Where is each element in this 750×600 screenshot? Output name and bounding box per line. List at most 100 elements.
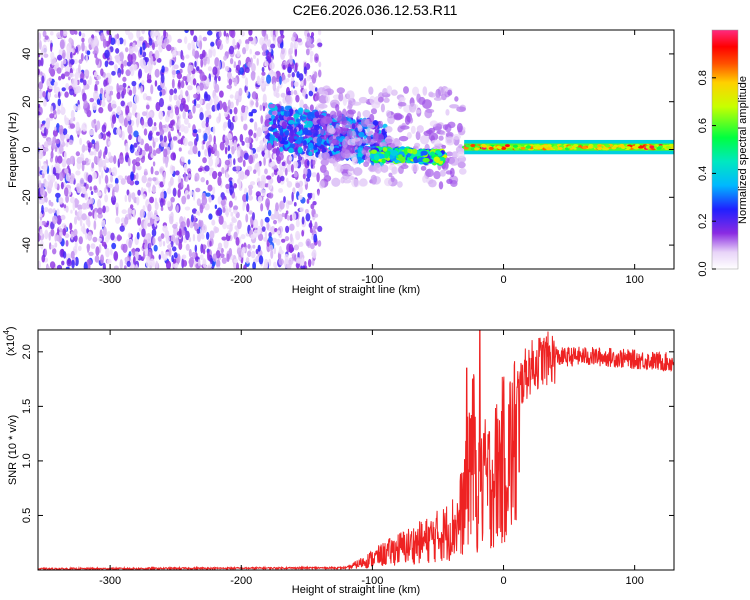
noise-speckle bbox=[116, 82, 120, 93]
noise-speckle bbox=[178, 228, 182, 238]
noise-speckle bbox=[122, 87, 127, 96]
noise-speckle bbox=[255, 248, 259, 255]
halo-speckle bbox=[391, 166, 398, 175]
noise-speckle bbox=[274, 264, 278, 269]
noise-speckle bbox=[220, 247, 224, 254]
noise-speckle bbox=[196, 198, 201, 206]
noise-speckle bbox=[177, 139, 183, 145]
halo-speckle bbox=[382, 87, 388, 96]
noise-speckle bbox=[172, 187, 177, 197]
noise-speckle bbox=[231, 76, 235, 83]
noise-speckle bbox=[57, 98, 62, 107]
scatter-blob bbox=[268, 121, 275, 125]
halo-speckle bbox=[411, 163, 419, 173]
noise-speckle bbox=[38, 81, 43, 90]
noise-speckle bbox=[257, 244, 261, 252]
noise-speckle bbox=[81, 122, 88, 132]
noise-speckle bbox=[126, 260, 131, 268]
noise-speckle bbox=[150, 84, 154, 95]
halo-speckle bbox=[422, 86, 428, 96]
noise-speckle bbox=[51, 139, 56, 150]
noise-speckle bbox=[57, 91, 61, 99]
spectrogram-x-tick-label: -100 bbox=[361, 274, 383, 286]
noise-speckle bbox=[170, 140, 174, 151]
halo-speckle bbox=[399, 96, 406, 102]
scatter-blob bbox=[288, 143, 295, 149]
noise-speckle bbox=[221, 236, 227, 241]
noise-speckle bbox=[86, 243, 91, 251]
noise-speckle bbox=[285, 210, 289, 215]
snr-y-axis-label: SNR (10 * v/v) bbox=[7, 415, 19, 485]
noise-speckle bbox=[187, 122, 191, 129]
halo-speckle bbox=[342, 173, 350, 180]
noise-speckle bbox=[127, 53, 133, 63]
noise-speckle bbox=[310, 243, 315, 250]
noise-speckle bbox=[96, 120, 101, 130]
scatter-blob bbox=[357, 146, 363, 154]
noise-speckle bbox=[158, 97, 164, 108]
noise-speckle bbox=[43, 206, 49, 213]
tone-band-blob bbox=[513, 147, 519, 151]
tone-band-blob bbox=[567, 145, 573, 149]
noise-speckle bbox=[175, 237, 180, 246]
noise-speckle bbox=[196, 85, 201, 95]
halo-speckle bbox=[346, 129, 353, 139]
noise-speckle bbox=[180, 156, 185, 163]
noise-speckle bbox=[124, 47, 129, 53]
tone-band-blob bbox=[474, 147, 480, 151]
scatter-blob bbox=[351, 123, 356, 130]
noise-speckle bbox=[82, 79, 87, 86]
noise-speckle bbox=[102, 226, 107, 237]
noise-speckle bbox=[103, 79, 108, 88]
noise-speckle bbox=[241, 247, 246, 253]
noise-speckle bbox=[248, 135, 252, 144]
noise-speckle bbox=[141, 228, 146, 238]
noise-speckle bbox=[229, 108, 233, 115]
colorbar-ticks: 0.0 0.2 0.4 0.6 0.8 bbox=[697, 70, 716, 277]
noise-speckle bbox=[116, 127, 122, 136]
noise-speckle bbox=[93, 71, 98, 78]
noise-speckle bbox=[248, 112, 252, 117]
noise-speckle bbox=[307, 258, 312, 268]
noise-speckle bbox=[119, 225, 125, 232]
noise-speckle bbox=[78, 63, 81, 74]
noise-speckle bbox=[261, 124, 265, 132]
noise-speckle bbox=[256, 57, 259, 66]
tone-band-blob bbox=[625, 146, 631, 150]
spectrogram-x-tick-label: 100 bbox=[625, 274, 643, 286]
noise-speckle bbox=[269, 244, 274, 252]
noise-speckle bbox=[120, 178, 126, 185]
noise-speckle bbox=[238, 87, 243, 97]
noise-speckle bbox=[184, 104, 189, 113]
noise-speckle bbox=[273, 219, 277, 225]
noise-speckle bbox=[264, 168, 268, 175]
noise-speckle bbox=[44, 229, 49, 240]
scatter-blob bbox=[282, 140, 289, 145]
noise-speckle bbox=[226, 71, 232, 79]
noise-speckle bbox=[149, 258, 155, 266]
scatter-blob bbox=[307, 112, 314, 120]
noise-speckle bbox=[204, 203, 210, 211]
noise-speckle bbox=[287, 200, 293, 205]
noise-speckle bbox=[152, 184, 156, 194]
spectrogram-x-tick-label: 0 bbox=[500, 274, 506, 286]
noise-speckle bbox=[185, 90, 189, 97]
noise-speckle bbox=[64, 233, 70, 239]
noise-speckle bbox=[86, 50, 91, 56]
noise-speckle bbox=[187, 141, 194, 147]
noise-speckle bbox=[95, 246, 100, 256]
noise-speckle bbox=[251, 212, 255, 221]
noise-speckle bbox=[183, 36, 188, 45]
noise-speckle bbox=[145, 217, 149, 224]
noise-speckle bbox=[237, 59, 242, 66]
snr-y-tick-label: 1.0 bbox=[21, 453, 33, 468]
spectrogram-y-tick-label: -40 bbox=[21, 237, 33, 253]
noise-speckle bbox=[104, 156, 108, 162]
tone-band-blob bbox=[619, 143, 625, 147]
noise-speckle bbox=[271, 237, 278, 243]
noise-speckle bbox=[270, 43, 276, 49]
noise-speckle bbox=[259, 140, 264, 146]
noise-speckle bbox=[285, 177, 289, 183]
noise-speckle bbox=[113, 251, 119, 261]
noise-speckle bbox=[269, 177, 274, 184]
